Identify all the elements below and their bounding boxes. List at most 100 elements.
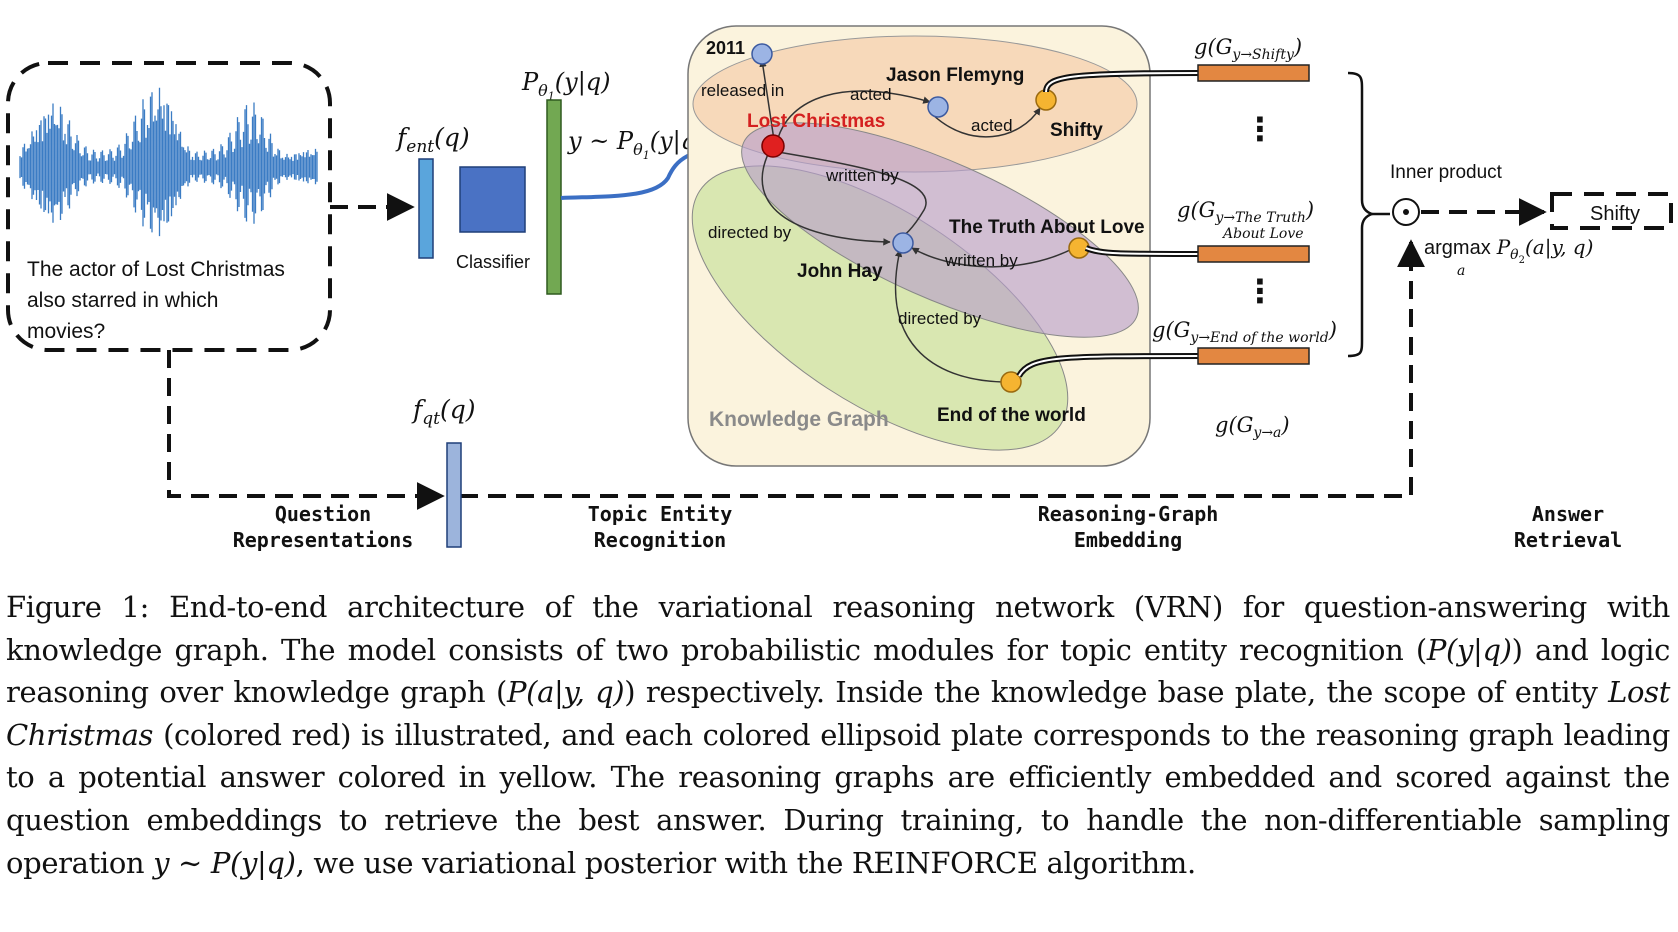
answer-text: Shifty bbox=[1590, 203, 1640, 225]
edge-acted-2 bbox=[931, 107, 1041, 138]
caption-entity-lost-christmas: Lost Christmas bbox=[6, 675, 1670, 752]
question-bubble: The actor of Lost Christmas also starred… bbox=[6, 61, 332, 352]
f-qt-bar bbox=[446, 442, 462, 548]
f-ent-bar bbox=[418, 158, 434, 259]
label-jason-flemyng: Jason Flemyng bbox=[886, 65, 1024, 86]
label-john-hay: John Hay bbox=[797, 261, 883, 282]
edge-label-directed-by-2: directed by bbox=[898, 309, 982, 328]
caption-part-2: ) and logic reasoning over knowledge gra… bbox=[6, 632, 1671, 710]
caption-part-3: ) respectively. Inside the knowledge bas… bbox=[624, 675, 1609, 710]
argmax-theta-two: 2 bbox=[1519, 255, 1525, 266]
embedding-bar-end bbox=[1197, 347, 1310, 365]
f-ent-encoder: fent(q) bbox=[395, 123, 470, 259]
embedding-bracket bbox=[1347, 71, 1376, 358]
label-2011: 2011 bbox=[706, 38, 745, 58]
edge-label-acted-2: acted bbox=[971, 116, 1013, 135]
edge-written-by-2 bbox=[911, 247, 1075, 268]
classifier-box bbox=[459, 166, 526, 233]
f-ent-arg: (q) bbox=[434, 123, 470, 152]
svg-text:fqt(q): fqt(q) bbox=[411, 395, 476, 429]
node-shifty bbox=[1035, 89, 1057, 111]
svg-text:g(Gy→End of the world): g(Gy→End of the world) bbox=[1152, 318, 1337, 346]
g-shifty-sub: y→Shifty bbox=[1231, 47, 1295, 63]
edge-directed-by-1 bbox=[761, 149, 891, 246]
edge-label-written-by-1: written by bbox=[825, 166, 899, 185]
g-shifty-label: g(G bbox=[1194, 35, 1232, 59]
theta-symbol: θ bbox=[538, 81, 548, 100]
g-a-close: ) bbox=[1280, 413, 1289, 437]
edge-label-released-in: released in bbox=[701, 81, 784, 100]
caption-part-4: (colored red) is illustrated, and each c… bbox=[6, 717, 1670, 880]
question-text-line1: The actor of Lost Christmas bbox=[27, 258, 285, 281]
node-lost-christmas bbox=[761, 134, 785, 158]
stage-topic-line1: Topic Entity bbox=[588, 502, 733, 526]
caption-math-1: P(y|q) bbox=[1426, 632, 1512, 667]
reasoning-graph-embeddings: g(Gy→Shifty) ⋮ g(Gy→The Truth) About Lov… bbox=[1152, 35, 1376, 441]
f-qt-label: f bbox=[411, 395, 426, 424]
node-john-hay bbox=[892, 232, 914, 254]
node-jason-flemyng bbox=[927, 96, 949, 118]
argmax-label: argmax bbox=[1424, 237, 1491, 259]
caption-part-5: , we use variational posterior with the … bbox=[295, 845, 1197, 880]
g-end-close: ) bbox=[1328, 318, 1337, 342]
edge-directed-by-2 bbox=[894, 249, 1004, 383]
question-representation-path: fqt(q) bbox=[167, 239, 1425, 548]
p-theta1-bar bbox=[546, 99, 562, 295]
edge-written-by-1 bbox=[777, 151, 927, 241]
node-2011 bbox=[751, 43, 773, 65]
argmax-arg: (a|y, q) bbox=[1525, 235, 1593, 260]
p-theta1-arg: (y|q) bbox=[555, 68, 611, 97]
inner-product-label: Inner product bbox=[1390, 162, 1503, 183]
answer-retrieval: Inner product Shifty argmax Pθ2(a|y, q) a bbox=[1372, 162, 1673, 279]
p-theta1-output: Pθ1(y|q) y ~ Pθ1(y|q) bbox=[521, 68, 705, 295]
svg-text:fent(q): fent(q) bbox=[395, 123, 470, 157]
question-text-line3: movies? bbox=[27, 320, 105, 343]
g-truth-label: g(G bbox=[1177, 198, 1215, 222]
truth-about-love-reasoning-plate bbox=[741, 122, 1139, 338]
question-text-line2: also starred in which bbox=[27, 289, 218, 312]
p-theta1-label: P bbox=[521, 68, 539, 96]
figure-caption: Figure 1: End-to-end architecture of the… bbox=[6, 586, 1670, 884]
svg-text:g(Gy→Shifty): g(Gy→Shifty) bbox=[1194, 35, 1302, 63]
f-qt-subscript: qt bbox=[422, 409, 440, 429]
g-end-sub: y→End of the world bbox=[1189, 330, 1328, 346]
g-truth-line2: About Love bbox=[1221, 226, 1304, 242]
argmax-subscript: a bbox=[1457, 263, 1465, 279]
caption-math-2: P(a|y, q) bbox=[506, 675, 625, 710]
vrn-architecture-diagram: The actor of Lost Christmas also starred… bbox=[6, 25, 1673, 552]
edge-acted-1 bbox=[777, 90, 931, 139]
g-end-label: g(G bbox=[1152, 318, 1190, 342]
g-a-sub: y→a bbox=[1252, 425, 1281, 441]
sample-y-label: y ~ P bbox=[567, 127, 634, 155]
knowledge-graph-plate: Knowledge Graph 2011 Lost Christmas Jaso… bbox=[687, 25, 1151, 467]
g-truth-sub: y→The Truth bbox=[1214, 210, 1305, 226]
embedding-bar-shifty bbox=[1197, 64, 1310, 82]
vdots-1: ⋮ bbox=[1244, 111, 1276, 147]
stage-answer-line2: Retrieval bbox=[1514, 528, 1622, 552]
embedding-arrows bbox=[1016, 66, 1212, 378]
stage-reasoning-line1: Reasoning-Graph bbox=[1038, 502, 1219, 526]
label-end-of-world: End of the world bbox=[937, 405, 1086, 426]
caption-part-1: Figure 1: End-to-end architecture of the… bbox=[6, 590, 1670, 667]
svg-text:Pθ1(y|q): Pθ1(y|q) bbox=[521, 68, 611, 103]
f-qt-arg: (q) bbox=[440, 395, 476, 424]
stage-question-line2: Representations bbox=[233, 528, 414, 552]
svg-text:g(Gy→a): g(Gy→a) bbox=[1215, 413, 1290, 441]
f-ent-subscript: ent bbox=[406, 137, 434, 157]
waveform-path bbox=[19, 87, 318, 237]
theta-symbol-2: θ bbox=[633, 140, 643, 159]
caption-math-3: y ∼ P(y|q) bbox=[153, 845, 296, 880]
edge-label-acted-1: acted bbox=[850, 85, 892, 104]
stage-labels: Question Representations Topic Entity Re… bbox=[233, 502, 1623, 552]
argmax-p: P bbox=[1496, 235, 1511, 259]
node-end-of-world bbox=[1000, 371, 1022, 393]
kg-title: Knowledge Graph bbox=[709, 408, 889, 431]
audio-waveform-icon bbox=[19, 87, 318, 237]
label-lost-christmas: Lost Christmas bbox=[747, 111, 885, 132]
label-truth-about-love: The Truth About Love bbox=[949, 217, 1145, 238]
answer-box bbox=[1550, 192, 1673, 230]
argmax-theta: θ bbox=[1510, 247, 1519, 263]
embedding-bar-truth bbox=[1197, 245, 1310, 263]
stage-answer-line1: Answer bbox=[1532, 502, 1604, 526]
